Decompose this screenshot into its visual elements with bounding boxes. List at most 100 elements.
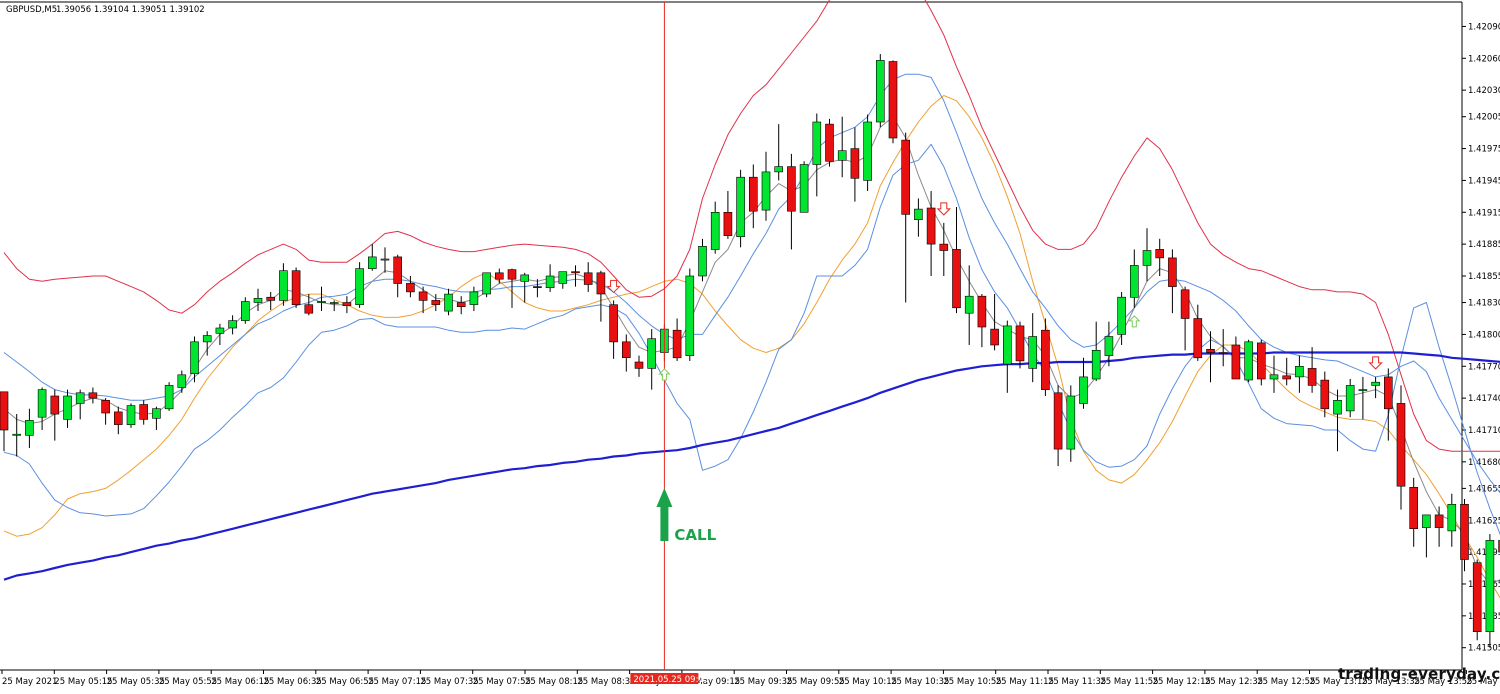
y-tick-label: 1.41505 xyxy=(1468,644,1500,654)
bull-candle-body xyxy=(558,271,568,284)
y-tick-label: 1.42005 xyxy=(1468,113,1500,123)
cursor-label: 2021.05.25 09:15 xyxy=(633,675,709,685)
x-tick-label: 25 May 05:55 xyxy=(159,677,217,687)
x-tick-label: 25 May 05:35 xyxy=(107,677,165,687)
x-tick-label: 25 May 10:35 xyxy=(891,677,949,687)
bear-candle-body xyxy=(1053,392,1063,450)
call-label: CALL xyxy=(674,526,716,544)
candle xyxy=(1358,376,1368,420)
x-tick-label: 25 May 06:55 xyxy=(316,677,374,687)
bear-candle-body xyxy=(1409,486,1418,529)
candle xyxy=(901,132,911,303)
y-tick-label: 1.41565 xyxy=(1468,580,1500,590)
y-tick-label: 1.41535 xyxy=(1468,612,1500,622)
bear-candle-body xyxy=(0,391,9,431)
candle xyxy=(1079,357,1088,409)
candle xyxy=(37,387,47,430)
bear-candle-body xyxy=(977,295,987,328)
bear-candle-body xyxy=(1206,348,1215,353)
candle xyxy=(25,408,34,449)
bull-candle-body xyxy=(1244,341,1253,381)
bear-candle-body xyxy=(990,328,999,346)
y-tick-label: 1.41740 xyxy=(1468,394,1500,404)
bull-candle-body xyxy=(914,208,923,221)
y-tick-label: 1.41680 xyxy=(1468,458,1500,468)
candle xyxy=(380,247,390,273)
candle xyxy=(545,264,555,292)
candle xyxy=(1117,291,1126,346)
candle xyxy=(1257,339,1266,386)
bull-candle-body xyxy=(1371,381,1380,386)
bear-candle-body xyxy=(1460,503,1469,560)
bull-candle-body xyxy=(279,270,288,301)
signal-arrows xyxy=(606,202,1383,381)
bear-candle-body xyxy=(1257,342,1266,380)
candle xyxy=(1409,477,1418,547)
bull-candle-body xyxy=(469,291,479,305)
bear-candle-body xyxy=(634,361,644,369)
candle xyxy=(1472,559,1482,641)
candle xyxy=(329,300,339,312)
ohlc-header: 1.39056 1.39104 1.39051 1.39102 xyxy=(56,5,205,15)
bear-candle-body xyxy=(431,300,441,305)
bull-candle-body xyxy=(1142,250,1152,266)
bull-candle-body xyxy=(190,341,199,374)
candle xyxy=(139,400,148,425)
bull-candle-body xyxy=(1358,389,1368,391)
candle xyxy=(1142,228,1152,282)
bear-candle-body xyxy=(723,212,733,237)
candle xyxy=(1282,357,1291,386)
y-tick-label: 1.41710 xyxy=(1468,426,1500,436)
bull-candle-body xyxy=(964,295,974,314)
candle xyxy=(787,153,796,250)
y-axis: 1.42090 1.42060 1.42030 1.42005 1.41975 1.419… xyxy=(1462,22,1500,654)
x-tick-label: 25 May 2021 xyxy=(2,677,57,687)
candle xyxy=(1460,499,1469,572)
candle xyxy=(202,331,212,356)
bull-candle-body xyxy=(1333,399,1342,415)
bull-candle-body xyxy=(520,274,530,282)
bear-candle-body xyxy=(291,270,301,306)
candle xyxy=(1130,249,1139,308)
candle xyxy=(177,370,187,393)
candle xyxy=(88,387,98,404)
bull-candle-body xyxy=(1091,349,1101,380)
candle xyxy=(825,118,834,167)
candle xyxy=(164,382,174,411)
candle xyxy=(1218,329,1228,367)
candle xyxy=(583,262,593,292)
candle xyxy=(75,389,85,420)
bull-candle-body xyxy=(241,301,250,321)
bear-candle-body xyxy=(1472,562,1482,633)
x-tick-label: 25 May 09:15 xyxy=(682,677,740,687)
bear-candle-body xyxy=(304,304,314,314)
bull-candle-body xyxy=(177,374,187,388)
candle xyxy=(1206,331,1215,383)
x-tick-label: 25 May 12:55 xyxy=(1257,677,1315,687)
x-tick-label: 25 May 11:35 xyxy=(1048,677,1106,687)
bear-candle-body xyxy=(1396,403,1406,487)
candle xyxy=(507,268,517,308)
candle xyxy=(748,164,758,229)
bull-candle-body xyxy=(75,392,85,404)
candle xyxy=(736,169,745,248)
bear-candle-body xyxy=(88,392,98,399)
bear-candle-body xyxy=(406,283,415,293)
x-tick-label: 25 May 07:15 xyxy=(368,677,426,687)
bear-candle-body xyxy=(533,286,542,289)
candle xyxy=(1231,336,1241,380)
bull-candle-body xyxy=(1066,395,1076,450)
y-tick-label: 1.41915 xyxy=(1468,208,1500,218)
time-cursor: 2021.05.25 09:15 xyxy=(630,2,709,685)
sell-arrow-icon xyxy=(606,279,621,294)
bear-candle-body xyxy=(850,148,860,179)
candle xyxy=(761,151,771,221)
candle xyxy=(63,389,72,428)
x-tick-label: 25 May 09:55 xyxy=(787,677,845,687)
bear-candle-body xyxy=(571,271,580,274)
y-tick-label: 1.41655 xyxy=(1468,484,1500,494)
candle xyxy=(990,294,999,351)
candle xyxy=(1168,249,1177,314)
